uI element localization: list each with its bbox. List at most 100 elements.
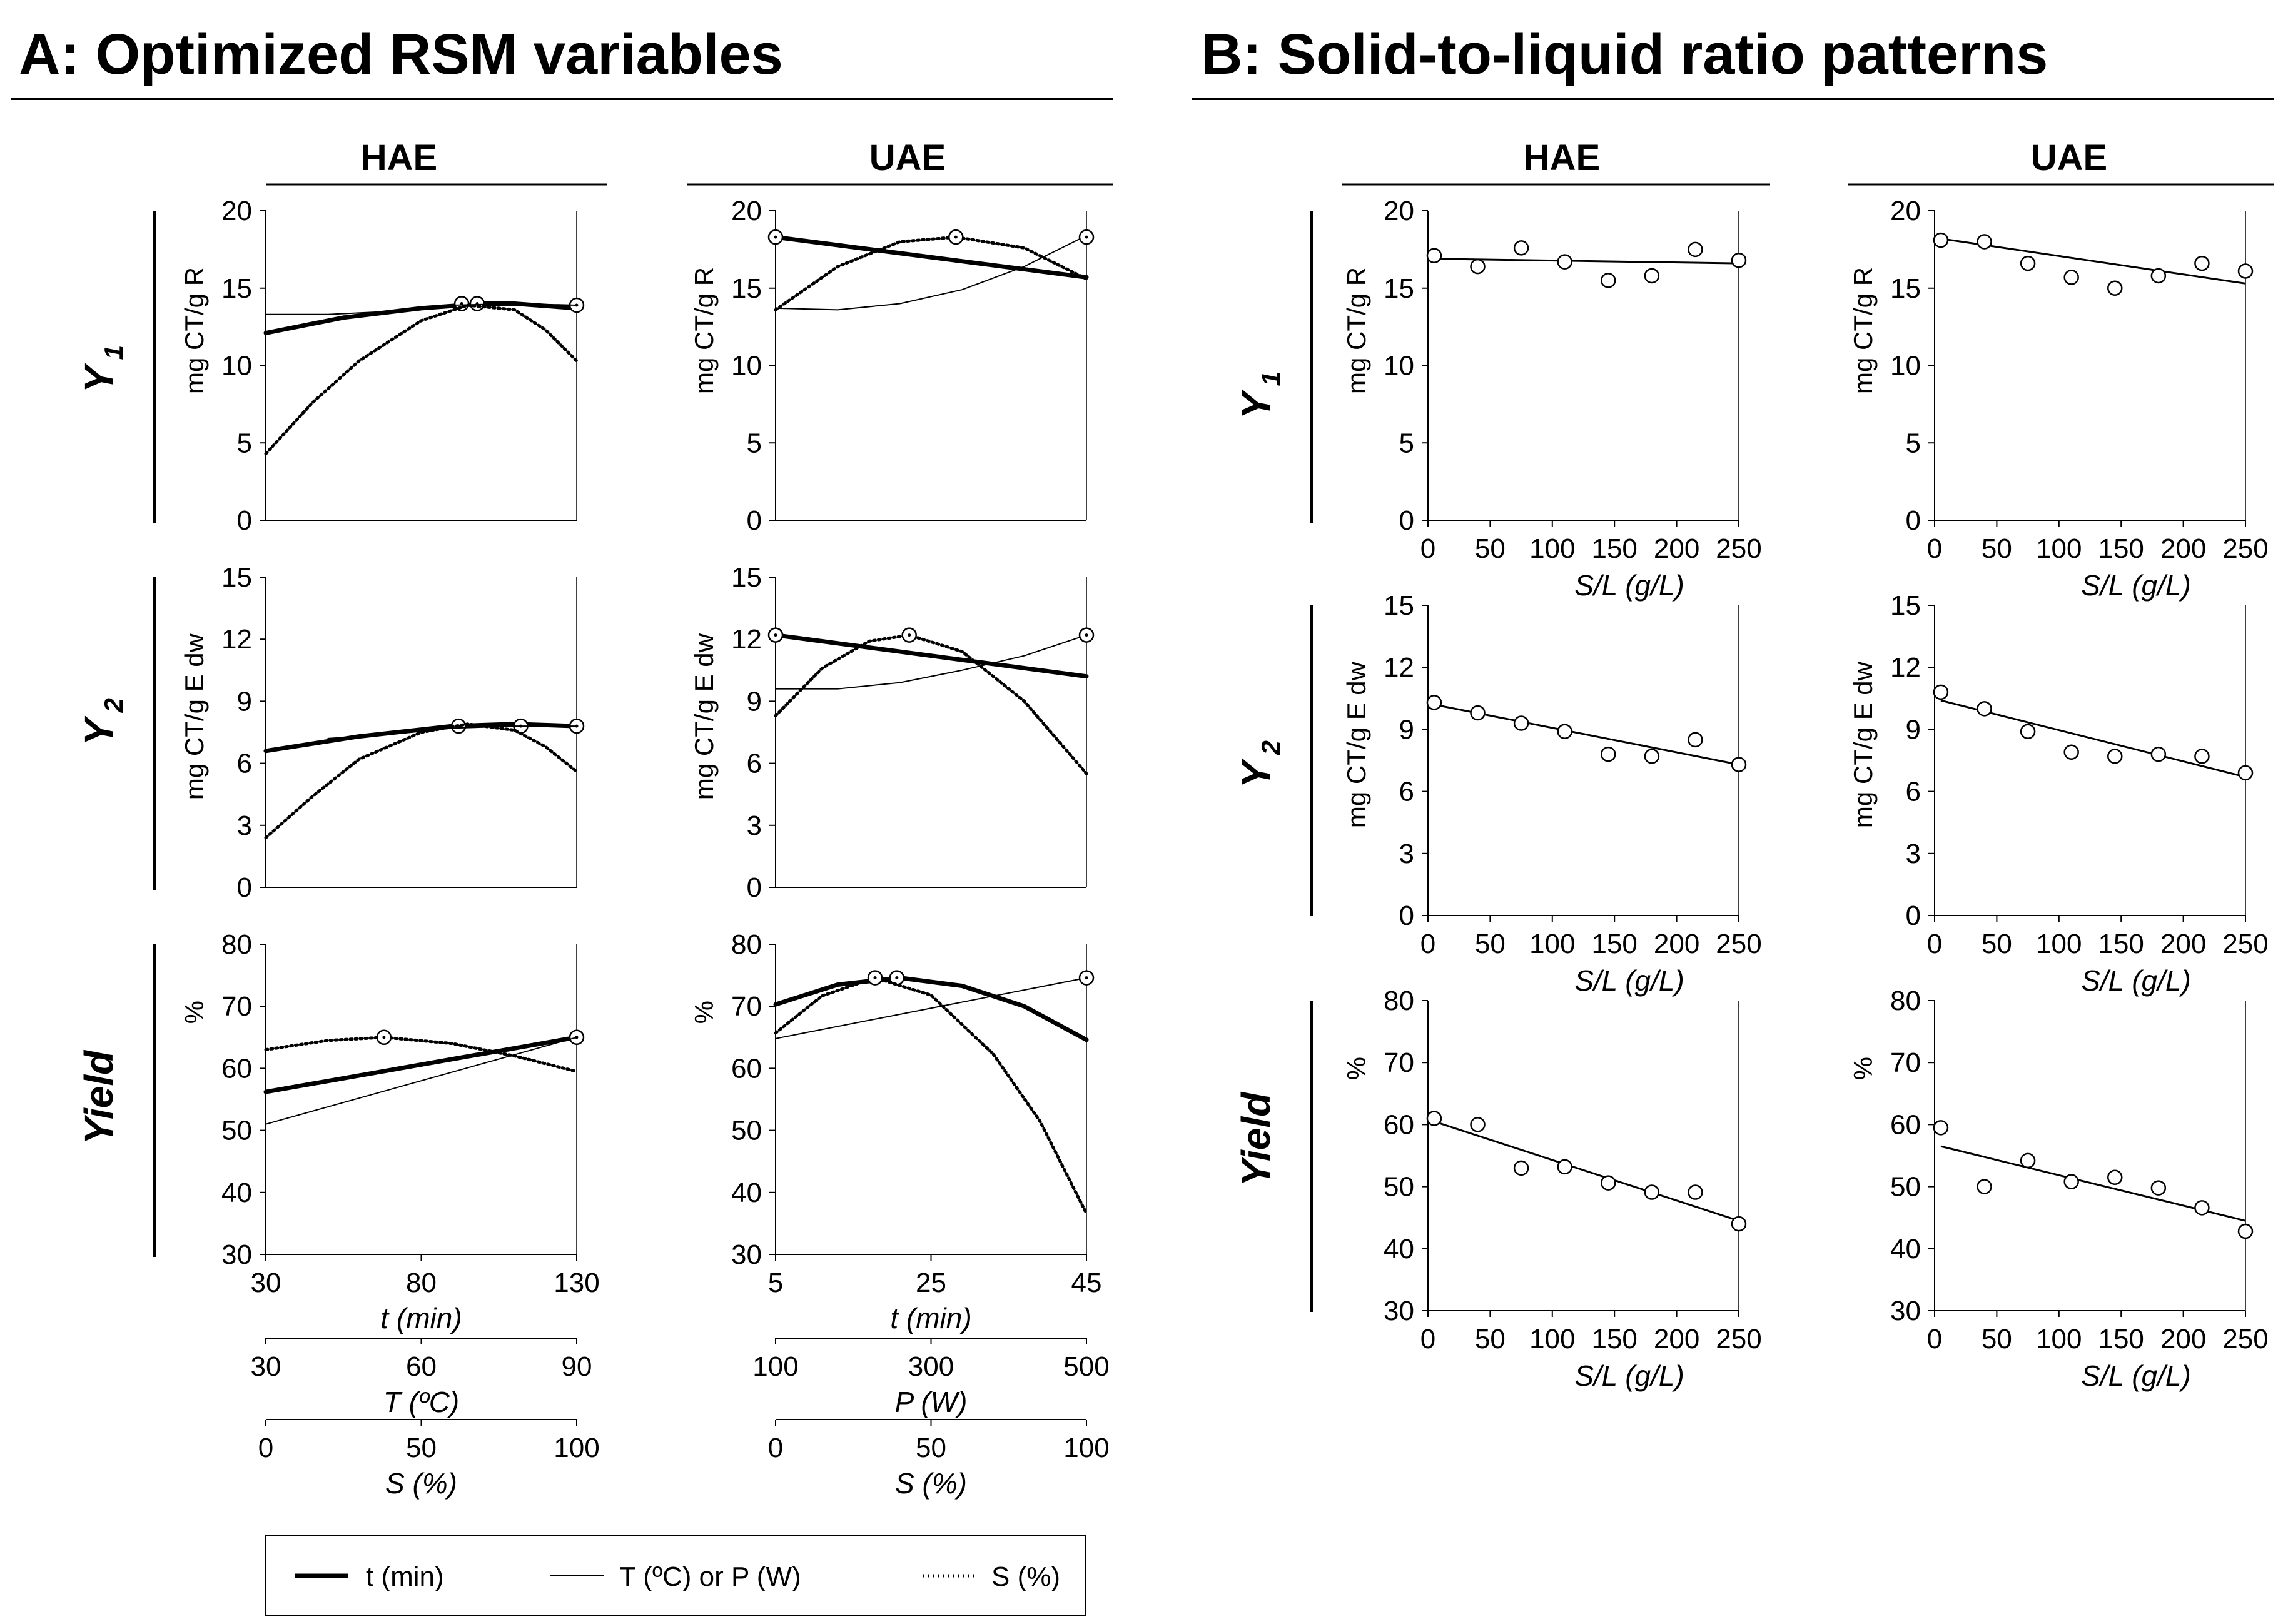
y-tick-label: 3 bbox=[237, 810, 252, 841]
x-tick-label: 250 bbox=[1716, 1324, 1761, 1354]
data-point bbox=[1933, 684, 1949, 700]
data-point bbox=[1688, 1184, 1703, 1200]
x-tick-label: 0 bbox=[1420, 929, 1435, 959]
y-tick-label: 3 bbox=[1906, 839, 1921, 869]
y-tick-label: 6 bbox=[1906, 777, 1921, 807]
y-tick-label: 3 bbox=[1399, 839, 1414, 869]
optimum-marker-dot bbox=[382, 1036, 386, 1039]
y-axis-label: % bbox=[689, 1001, 719, 1024]
x-tick-label: 0 bbox=[1420, 533, 1435, 564]
y-tick-label: 15 bbox=[1384, 273, 1414, 304]
y-tick-label: 40 bbox=[731, 1178, 762, 1208]
x-tick-label: 5 bbox=[768, 1268, 783, 1298]
x-tick-label: 25 bbox=[916, 1268, 946, 1298]
series-line bbox=[264, 722, 579, 840]
x-tick-label: 100 bbox=[2036, 1324, 2082, 1354]
y-axis-label: mg CT/g E dw bbox=[180, 633, 209, 800]
data-point bbox=[2107, 1169, 2123, 1185]
y-tick-label: 0 bbox=[237, 505, 252, 536]
optimum-marker-dot bbox=[895, 976, 899, 980]
data-point bbox=[2063, 270, 2079, 285]
y-tick-label: 60 bbox=[1384, 1109, 1414, 1140]
y-tick-label: 6 bbox=[1399, 777, 1414, 807]
x-tick-label: 50 bbox=[1475, 533, 1506, 564]
row-label-a-1: Y1 bbox=[76, 345, 128, 393]
x-tick-label: 150 bbox=[2098, 929, 2144, 959]
y-tick-label: 12 bbox=[731, 624, 762, 655]
data-point bbox=[1470, 258, 1486, 275]
x-tick-label: 30 bbox=[251, 1268, 281, 1298]
y-axis-label: mg CT/g R bbox=[689, 267, 719, 394]
chart-b-1-1: 0 5 10 15 20 mg CT/g R 0 50 100 150 200 250 S/L (g/L… bbox=[1342, 196, 1762, 602]
x-axis-title: S/L (g/L) bbox=[2081, 964, 2191, 997]
y-tick-label: 9 bbox=[1399, 714, 1414, 745]
data-point bbox=[2107, 749, 2123, 764]
y-tick-label: 0 bbox=[747, 505, 762, 536]
optimum-marker-dot bbox=[1085, 235, 1088, 239]
x-tick-label: 250 bbox=[2222, 533, 2268, 564]
x-tick-label: 200 bbox=[1654, 929, 1699, 959]
data-point bbox=[2020, 724, 2036, 739]
optimum-marker-dot bbox=[1085, 976, 1088, 980]
y-tick-label: 50 bbox=[221, 1116, 252, 1146]
y-axis-label: mg CT/g R bbox=[1848, 267, 1878, 394]
fit-line bbox=[1434, 258, 1739, 265]
y-axis-label: mg CT/g E dw bbox=[1342, 661, 1371, 828]
y-tick-label: 5 bbox=[237, 428, 252, 458]
x-axis-title: S/L (g/L) bbox=[2081, 1359, 2191, 1392]
x-axis-a-uae-1: 5 25 45 t (min) bbox=[768, 1254, 1101, 1334]
chart-a-2-2: 0 3 6 9 12 15 mg CT/g E dw bbox=[689, 562, 1095, 903]
legend: t (min) T (ºC) or P (W) S (%) bbox=[265, 1535, 1086, 1616]
y-tick-label: 15 bbox=[731, 273, 762, 304]
data-point bbox=[1601, 746, 1616, 762]
y-tick-label: 70 bbox=[1890, 1047, 1921, 1078]
y-tick-label: 9 bbox=[1906, 714, 1921, 745]
y-tick-label: 80 bbox=[221, 929, 252, 960]
x-tick-label: 130 bbox=[554, 1268, 599, 1298]
column-header-1: HAE bbox=[361, 138, 437, 178]
y-tick-label: 80 bbox=[1384, 986, 1414, 1016]
legend-label-s: S (%) bbox=[991, 1561, 1060, 1592]
x-axis-title: S/L (g/L) bbox=[2081, 569, 2191, 602]
data-point bbox=[1557, 254, 1572, 270]
x-tick-label: 150 bbox=[2098, 533, 2144, 564]
data-point bbox=[2107, 280, 2123, 296]
x-axis-a-uae-2: 100 300 500 P (W) bbox=[752, 1338, 1110, 1418]
series-line bbox=[774, 976, 1088, 1215]
series-line bbox=[775, 977, 1087, 1039]
y-tick-label: 15 bbox=[1890, 590, 1921, 621]
data-point bbox=[2150, 746, 2167, 762]
y-tick-label: 0 bbox=[1906, 900, 1921, 931]
series-line bbox=[774, 235, 1088, 311]
y-tick-label: 30 bbox=[221, 1239, 252, 1270]
x-tick-label: 100 bbox=[554, 1433, 599, 1463]
data-point bbox=[1644, 1184, 1660, 1200]
data-point bbox=[1731, 1216, 1747, 1232]
x-tick-label: 0 bbox=[1420, 1324, 1435, 1354]
x-tick-label: 250 bbox=[1716, 929, 1761, 959]
data-point bbox=[1977, 701, 1992, 717]
y-tick-label: 80 bbox=[1890, 986, 1921, 1016]
y-tick-label: 0 bbox=[1399, 900, 1414, 931]
chart-b-3-1: 30 40 50 60 70 80% 0 50 100 150 200 250 S/L (g/L) bbox=[1342, 986, 1762, 1392]
chart-a-2-1: 0 3 6 9 12 15 mg CT/g E dw bbox=[180, 562, 585, 903]
x-tick-label: 50 bbox=[1982, 533, 2012, 564]
data-point bbox=[1470, 705, 1486, 721]
y-tick-label: 15 bbox=[221, 273, 252, 304]
x-tick-label: 150 bbox=[1591, 929, 1637, 959]
data-point bbox=[1933, 232, 1949, 248]
y-tick-label: 6 bbox=[747, 749, 762, 779]
x-axis-a-hae-2: 30 60 90 T (ºC) bbox=[251, 1338, 592, 1418]
x-tick-label: 90 bbox=[562, 1351, 592, 1382]
y-tick-label: 20 bbox=[731, 196, 762, 226]
row-label-a-3: Yield bbox=[76, 1049, 121, 1144]
fit-line bbox=[1940, 699, 2246, 778]
y-tick-label: 0 bbox=[747, 872, 762, 903]
x-tick-label: 200 bbox=[1654, 533, 1699, 564]
fit-line bbox=[1940, 238, 2246, 285]
x-axis-a-hae-3: 0 50 100 S (%) bbox=[258, 1419, 600, 1500]
data-point bbox=[2194, 1200, 2210, 1216]
y-tick-label: 12 bbox=[1384, 652, 1414, 683]
chart-b-1-2: 0 5 10 15 20 mg CT/g R 0 50 100 150 200 250 S/L (g/L… bbox=[1848, 196, 2269, 602]
